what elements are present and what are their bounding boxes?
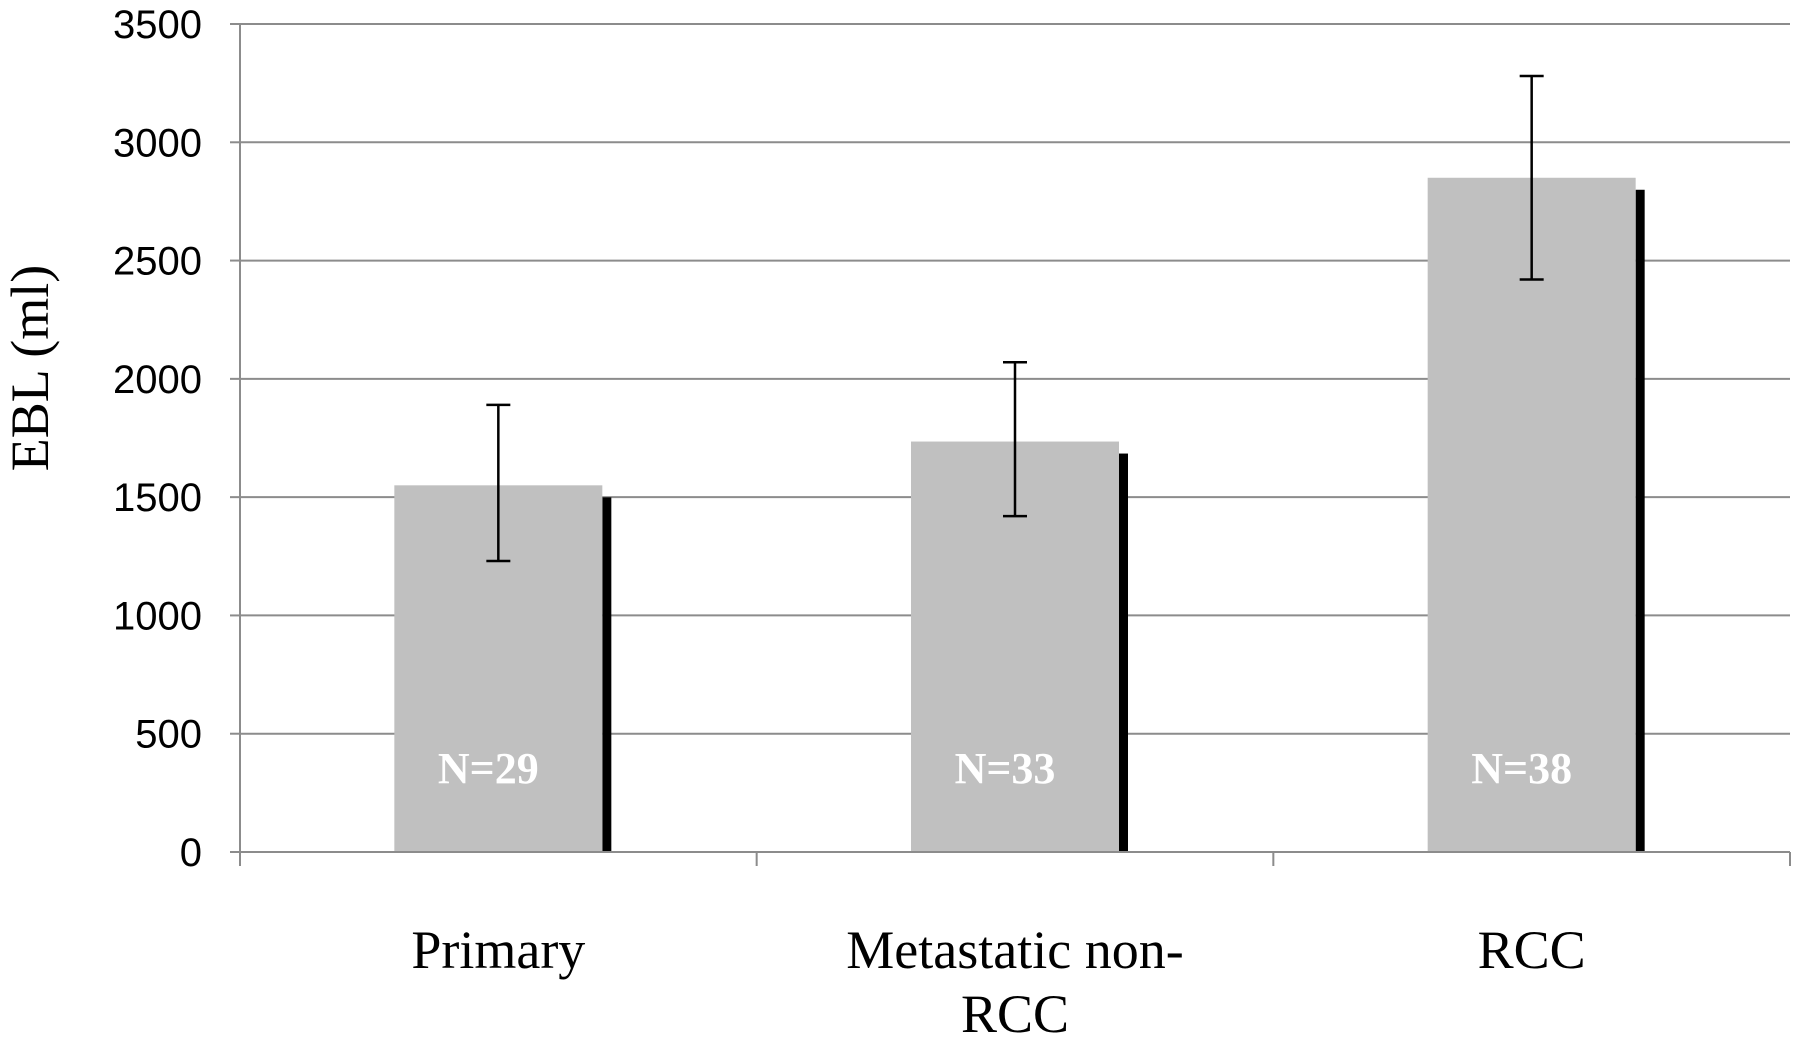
y-axis-tick-labels: 0 500 1000 1500 2000 2500 3000 3500 <box>113 3 202 875</box>
y-tick-label: 3000 <box>113 121 202 165</box>
axes <box>239 24 1791 866</box>
x-category-label: RCC <box>1478 920 1586 980</box>
bars: N=29 N=33 N=38 <box>394 74 1645 852</box>
y-tick-label: 2000 <box>113 358 202 402</box>
bar-shadow <box>1119 453 1128 852</box>
x-category-label: Primary <box>411 920 585 980</box>
bar-count-label: N=38 <box>1471 744 1572 793</box>
y-tick-label: 500 <box>135 713 202 757</box>
y-axis-label: EBL (ml) <box>0 265 60 471</box>
y-tick-label: 3500 <box>113 3 202 47</box>
bar-count-label: N=33 <box>955 744 1056 793</box>
y-tick-label: 2500 <box>113 240 202 284</box>
bar <box>1427 177 1636 852</box>
y-tick-label: 0 <box>180 831 202 875</box>
x-category-label: Metastatic non- <box>846 920 1183 980</box>
y-tick-label: 1500 <box>113 476 202 520</box>
bar-shadow <box>602 497 612 852</box>
y-tick-label: 1000 <box>113 594 202 638</box>
x-category-label: RCC <box>961 984 1069 1044</box>
bar-count-label: N=29 <box>438 744 539 793</box>
bar-shadow <box>1635 189 1645 852</box>
